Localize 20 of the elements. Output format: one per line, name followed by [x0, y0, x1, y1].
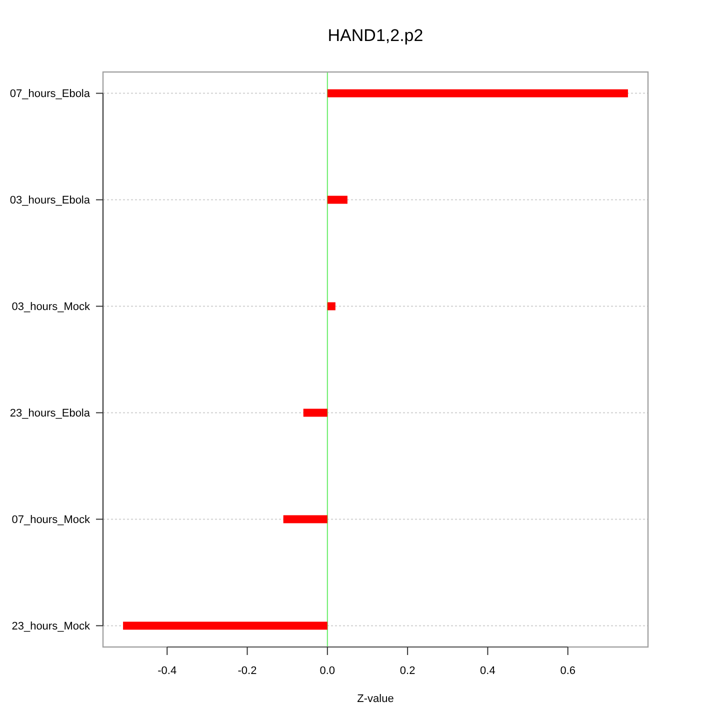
x-tick-label: -0.2	[238, 664, 257, 677]
x-axis-title: Z-value	[357, 692, 394, 705]
y-tick-label: 07_hours_Mock	[12, 514, 90, 526]
x-tick-label: 0.4	[480, 664, 496, 677]
x-tick-label: -0.4	[158, 664, 177, 677]
x-tick-label: 0.2	[400, 664, 416, 677]
y-tick-label: 03_hours_Mock	[12, 301, 90, 314]
x-tick-label: 0.6	[560, 664, 576, 677]
y-tick-label: 03_hours_Ebola	[10, 194, 91, 207]
bar	[327, 302, 336, 310]
bar	[327, 196, 348, 204]
x-tick-label: 0.0	[320, 664, 336, 677]
bar	[283, 515, 328, 524]
chart-title: HAND1,2.p2	[328, 26, 424, 45]
y-tick-label: 23_hours_Mock	[12, 620, 90, 633]
y-tick-label: 07_hours_Ebola	[10, 88, 91, 100]
bar	[327, 89, 628, 98]
bar	[303, 408, 328, 417]
bar	[123, 622, 328, 630]
y-tick-label: 23_hours_Ebola	[10, 408, 91, 420]
